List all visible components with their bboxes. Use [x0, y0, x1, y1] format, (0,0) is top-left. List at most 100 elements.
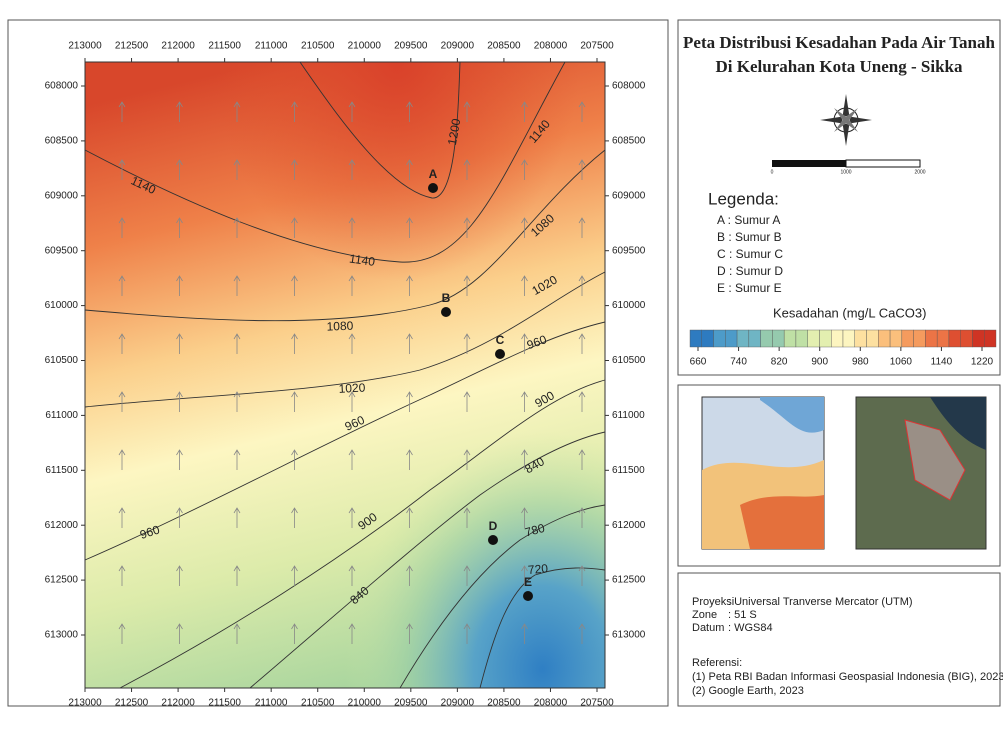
- y-tick-label: 609000: [612, 190, 646, 201]
- x-tick-label: 210500: [301, 41, 335, 52]
- colorbar-tick-label: 900: [811, 357, 828, 368]
- x-tick-label: 209500: [394, 698, 428, 709]
- x-tick-label: 210000: [348, 41, 382, 52]
- legend-item: D : Sumur D: [717, 264, 783, 278]
- y-tick-label: 608000: [45, 81, 79, 92]
- y-tick-label: 612000: [612, 520, 646, 531]
- x-tick-label: 213000: [68, 698, 102, 709]
- well-point: [523, 591, 533, 601]
- colorbar-cell: [867, 330, 879, 347]
- y-tick-label: 608000: [612, 81, 646, 92]
- colorbar-cell: [902, 330, 914, 347]
- y-tick-label: 609500: [612, 245, 646, 256]
- legend-item: E : Sumur E: [717, 281, 782, 295]
- info-key: Datum: [692, 622, 724, 634]
- y-tick-label: 611000: [45, 410, 78, 421]
- colorbar-cell: [819, 330, 831, 347]
- colorbar-cell: [972, 330, 984, 347]
- references-title: Referensi:: [692, 657, 742, 669]
- colorbar-cell: [761, 330, 773, 347]
- x-tick-label: 212500: [115, 698, 149, 709]
- legend-item: A : Sumur A: [717, 213, 780, 227]
- page: Peta Distribusi Kesadahan Pada Air Tanah…: [0, 0, 1003, 736]
- colorbar-tick-label: 1060: [890, 357, 913, 368]
- y-tick-label: 612500: [612, 575, 646, 586]
- north-arrow: [820, 94, 872, 146]
- colorbar-cell: [796, 330, 808, 347]
- colorbar-tick-label: 1220: [971, 357, 994, 368]
- colorbar-cell: [937, 330, 949, 347]
- contour-label: 1080: [326, 319, 353, 334]
- colorbar-cell: [737, 330, 749, 347]
- x-tick-label: 210000: [348, 698, 382, 709]
- y-tick-label: 608500: [612, 136, 646, 147]
- colorbar-cell: [843, 330, 855, 347]
- colorbar-cell: [690, 330, 702, 347]
- y-tick-label: 611500: [612, 465, 645, 476]
- x-tick-label: 212000: [161, 41, 195, 52]
- well-label: D: [489, 519, 498, 533]
- y-tick-label: 611500: [45, 465, 78, 476]
- colorbar-tick-label: 980: [852, 357, 869, 368]
- info-value: : 51 S: [728, 609, 757, 621]
- y-tick-label: 610500: [45, 355, 79, 366]
- x-tick-label: 212000: [161, 698, 195, 709]
- x-tick-label: 208000: [534, 41, 568, 52]
- x-tick-label: 208500: [487, 41, 521, 52]
- colorbar-tick-label: 820: [771, 357, 788, 368]
- y-tick-label: 610500: [612, 355, 646, 366]
- y-tick-label: 609500: [45, 245, 79, 256]
- well-label: C: [496, 333, 505, 347]
- colorbar-cell: [808, 330, 820, 347]
- x-tick-label: 209000: [441, 41, 475, 52]
- y-tick-label: 613000: [612, 630, 646, 641]
- x-tick-label: 211500: [208, 698, 241, 709]
- x-tick-label: 213000: [68, 41, 102, 52]
- x-tick-label: 208000: [534, 698, 568, 709]
- x-tick-label: 211500: [208, 41, 241, 52]
- colorbar-cell: [784, 330, 796, 347]
- colorbar-cell: [890, 330, 902, 347]
- reference: (2) Google Earth, 2023: [692, 685, 804, 697]
- x-tick-label: 208500: [487, 698, 521, 709]
- scale-bar: [772, 160, 846, 167]
- x-tick-label: 209000: [441, 698, 475, 709]
- scale-label: 2000: [914, 169, 925, 175]
- y-tick-label: 611000: [612, 410, 645, 421]
- title-line: Di Kelurahan Kota Uneng - Sikka: [715, 57, 963, 76]
- colorbar-cell: [855, 330, 867, 347]
- y-tick-label: 612500: [45, 575, 79, 586]
- x-tick-label: 212500: [115, 41, 149, 52]
- colorbar-cell: [949, 330, 961, 347]
- colorbar-tick-label: 1140: [931, 357, 953, 368]
- colorbar-title: Kesadahan (mg/L CaCO3): [773, 305, 926, 320]
- legend-title: Legenda:: [708, 189, 779, 208]
- reference: (1) Peta RBI Badan Informasi Geospasial …: [692, 671, 1003, 683]
- colorbar-cell: [831, 330, 843, 347]
- x-tick-label: 211000: [255, 698, 288, 709]
- colorbar-cell: [878, 330, 890, 347]
- x-tick-label: 207500: [580, 698, 614, 709]
- y-tick-label: 610000: [612, 300, 646, 311]
- title-line: Peta Distribusi Kesadahan Pada Air Tanah: [683, 33, 995, 52]
- info-value: : Universal Tranverse Mercator (UTM): [728, 596, 913, 608]
- scale-label: 0: [771, 169, 774, 175]
- y-tick-label: 610000: [45, 300, 79, 311]
- x-tick-label: 210500: [301, 698, 335, 709]
- well-point: [441, 307, 451, 317]
- info-value: : WGS84: [728, 622, 773, 634]
- colorbar-cell: [714, 330, 726, 347]
- colorbar-tick-label: 660: [690, 357, 707, 368]
- legend-item: C : Sumur C: [717, 247, 783, 261]
- colorbar-cell: [772, 330, 784, 347]
- map-layout: Peta Distribusi Kesadahan Pada Air Tanah…: [0, 0, 1003, 736]
- colorbar-cell: [725, 330, 737, 347]
- x-tick-label: 207500: [580, 41, 614, 52]
- well-label: B: [442, 291, 451, 305]
- colorbar-cell: [961, 330, 973, 347]
- y-tick-label: 612000: [45, 520, 79, 531]
- scale-bar: [846, 160, 920, 167]
- inset-map-fill: [740, 495, 824, 549]
- well-label: E: [524, 575, 532, 589]
- well-point: [428, 183, 438, 193]
